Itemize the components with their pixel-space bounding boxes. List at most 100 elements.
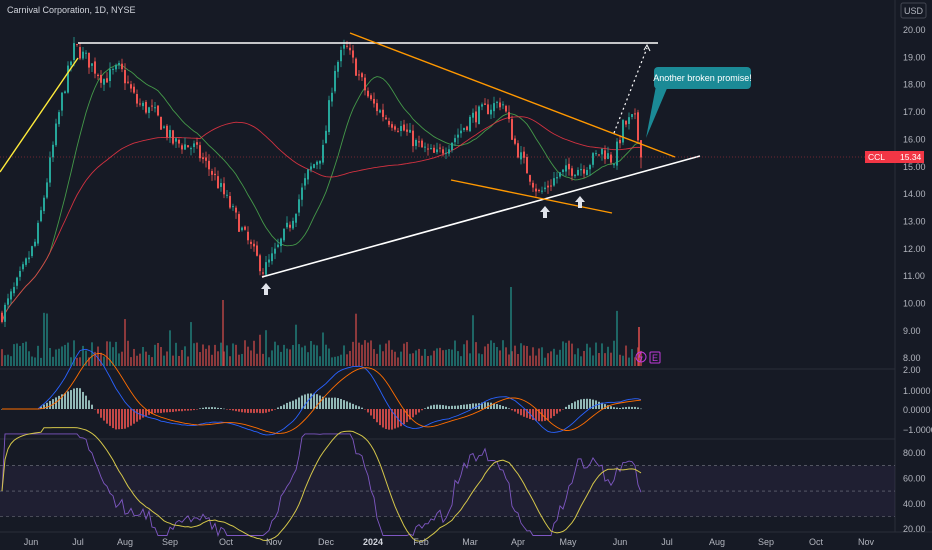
- earnings-marker[interactable]: E: [649, 351, 661, 364]
- candle-body: [484, 103, 486, 105]
- candle-body: [538, 189, 540, 191]
- macd-histogram-bar: [202, 407, 204, 409]
- volume-bar: [274, 341, 276, 366]
- macd-histogram-bar: [538, 409, 540, 422]
- macd-line: [2, 348, 642, 436]
- volume-bar: [379, 344, 381, 366]
- candle-body: [247, 231, 249, 241]
- volume-bar: [367, 342, 369, 366]
- macd-histogram-bar: [628, 406, 630, 409]
- candle-body: [595, 153, 597, 155]
- macd-histogram-bar: [583, 398, 585, 409]
- macd-histogram-bar: [436, 404, 438, 409]
- volume-bar: [151, 357, 153, 366]
- macd-histogram-bar: [571, 403, 573, 409]
- volume-bar: [250, 350, 252, 366]
- volume-bar: [211, 354, 213, 366]
- candle-body: [394, 126, 396, 130]
- volume-bar: [568, 340, 570, 366]
- candle-body: [499, 102, 501, 108]
- volume-bar: [328, 348, 330, 366]
- candle-body: [346, 45, 348, 47]
- macd-histogram-bar: [460, 405, 462, 409]
- macd-histogram-bar: [409, 409, 411, 420]
- macd-histogram-bar: [574, 401, 576, 409]
- volume-bar: [502, 340, 504, 366]
- candle-body: [439, 147, 441, 149]
- volume-bar: [121, 351, 123, 366]
- volume-bar: [130, 357, 132, 366]
- volume-bar: [562, 341, 564, 366]
- candle-body: [577, 169, 579, 176]
- volume-bar: [604, 353, 606, 366]
- macd-histogram-bar: [493, 403, 495, 409]
- macd-histogram-bar: [166, 409, 168, 413]
- candle-body: [340, 49, 342, 62]
- annotation-callout[interactable]: Another broken promise!: [646, 67, 752, 138]
- volume-bar: [268, 357, 270, 366]
- volume-bar: [445, 349, 447, 366]
- macd-histogram-bar: [85, 395, 87, 409]
- volume-bar: [556, 354, 558, 366]
- volume-bar: [229, 356, 231, 366]
- volume-bar: [451, 349, 453, 366]
- price-tick-label: 12.00: [903, 244, 926, 254]
- volume-bar: [262, 353, 264, 366]
- chart-title: Carnival Corporation, 1D, NYSE: [7, 5, 136, 15]
- volume-bar: [349, 350, 351, 366]
- volume-bar: [235, 344, 237, 366]
- macd-histogram-bar: [505, 406, 507, 409]
- candle-body: [61, 92, 63, 111]
- macd-histogram-bar: [70, 390, 72, 409]
- candle-body: [445, 152, 447, 154]
- volume-bar: [325, 344, 327, 366]
- candle-body: [46, 182, 48, 198]
- volume-bar: [638, 327, 640, 366]
- macd-histogram-bar: [379, 409, 381, 426]
- volume-bar: [496, 347, 498, 366]
- candle-body: [490, 109, 492, 115]
- candle-body: [205, 157, 207, 161]
- volume-bar: [178, 355, 180, 366]
- candle-body: [541, 190, 543, 192]
- time-tick-label: Sep: [162, 537, 178, 547]
- candle-body: [556, 177, 558, 179]
- rsi-tick-label: 40.00: [903, 499, 926, 509]
- candle-body: [526, 157, 528, 174]
- candle-body: [67, 65, 69, 93]
- macd-histogram-bar: [361, 407, 363, 409]
- callout-text: Another broken promise!: [653, 73, 752, 83]
- candle-body: [31, 246, 33, 257]
- volume-bar: [622, 355, 624, 366]
- volume-bar: [391, 349, 393, 366]
- candle-body: [547, 185, 549, 188]
- volume-bar: [472, 315, 474, 366]
- macd-histogram-bar: [82, 391, 84, 409]
- dividend-marker[interactable]: [635, 351, 647, 363]
- candle-body: [82, 51, 84, 59]
- macd-histogram-bar: [160, 409, 162, 414]
- candle-body: [292, 220, 294, 229]
- candle-body: [64, 91, 66, 94]
- macd-histogram-bar: [217, 407, 219, 409]
- macd-histogram-bar: [226, 409, 228, 410]
- candle-body: [304, 178, 306, 186]
- volume-bar: [205, 348, 207, 366]
- up-arrow-marker: [261, 283, 271, 295]
- macd-histogram-bar: [286, 402, 288, 409]
- volume-bar: [280, 351, 282, 366]
- volume-bar: [424, 349, 426, 366]
- macd-histogram-bar: [55, 397, 57, 409]
- volume-bar: [256, 353, 258, 366]
- macd-histogram-bar: [541, 409, 543, 422]
- volume-bar: [222, 300, 224, 366]
- macd-histogram-bar: [106, 409, 108, 424]
- candle-body: [622, 120, 624, 143]
- macd-histogram-bar: [481, 402, 483, 409]
- volume-bar: [307, 352, 309, 366]
- currency-button[interactable]: USD: [900, 2, 927, 19]
- candle-body: [229, 196, 231, 208]
- macd-histogram-bar: [187, 409, 189, 411]
- volume-bar: [469, 353, 471, 366]
